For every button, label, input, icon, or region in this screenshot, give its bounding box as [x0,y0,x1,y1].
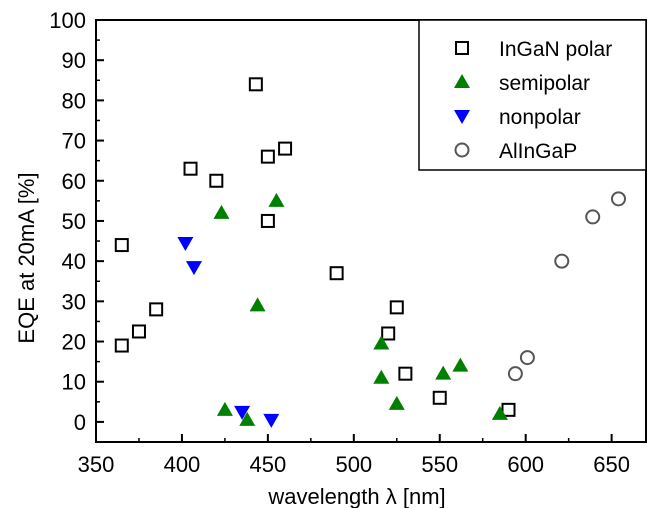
series-semipolar [213,192,508,426]
y-tick-label: 10 [62,370,86,395]
plot-border [95,19,647,443]
x-axis-title: wavelength λ [nm] [267,484,445,508]
data-point-semipolar [388,395,405,410]
data-point-alingap [585,209,601,225]
data-point-nonpolar [185,261,202,276]
y-tick-label: 60 [62,169,86,194]
data-point-alingap [519,350,535,366]
data-point-semipolar [373,335,390,350]
legend-marker-alingap [454,142,470,158]
data-point-ingan-polar [114,238,129,253]
legend-label-ingan-polar: InGaN polar [499,38,612,61]
data-markers [114,77,626,428]
data-point-semipolar [239,411,256,426]
x-tick-label: 450 [250,452,287,477]
y-tick-label: 40 [62,249,86,274]
data-point-ingan-polar [381,326,396,341]
legend-marker-semipolar [454,74,470,88]
data-point-alingap [611,191,626,207]
y-axis-title: EQE at 20mA [%] [14,172,39,343]
y-tick-label: 100 [49,8,86,33]
plot-area-frame [95,19,647,443]
data-point-ingan-polar [278,141,293,156]
x-tick-label: 600 [507,452,544,477]
data-point-ingan-polar [131,324,146,339]
data-point-ingan-polar [501,402,516,417]
y-tick-label: 20 [62,330,86,355]
data-point-semipolar [435,365,452,380]
data-point-semipolar [491,405,508,420]
data-point-alingap [554,253,570,269]
y-tick-label: 90 [62,48,86,73]
legend-label-semipolar: semipolar [499,72,590,95]
data-point-ingan-polar [389,300,404,315]
x-tick-label: 400 [164,452,201,477]
y-tick-label: 80 [62,88,86,113]
y-axis: 0 10 20 30 40 50 60 70 80 90 100 [49,8,104,435]
data-point-semipolar [213,204,230,219]
data-point-nonpolar [177,237,194,252]
data-point-semipolar [249,297,266,312]
legend-label-nonpolar: nonpolar [499,106,581,129]
data-point-ingan-polar [183,161,198,176]
data-point-ingan-polar [209,173,224,188]
data-point-ingan-polar [114,338,129,353]
data-point-semipolar [268,192,285,207]
data-point-semipolar [373,369,390,384]
series-alingap [507,191,626,382]
y-tick-label: 70 [62,129,86,154]
legend: InGaN polar semipolar nonpolar AlInGaP [418,19,647,171]
data-point-semipolar [216,401,233,416]
x-tick-label: 350 [78,452,115,477]
data-point-ingan-polar [260,149,275,164]
y-tick-label: 50 [62,209,86,234]
legend-marker-nonpolar [454,110,470,124]
data-point-ingan-polar [398,366,413,381]
legend-marker-ingan-polar [455,41,469,55]
data-point-ingan-polar [248,77,263,92]
x-tick-label: 500 [335,452,372,477]
x-tick-label: 550 [421,452,458,477]
x-tick-label: 650 [593,452,630,477]
series-ingan-polar [114,77,516,417]
x-axis: 350 400 450 500 550 600 650 [78,434,630,477]
y-tick-label: 30 [62,289,86,314]
series-nonpolar [177,237,280,428]
data-point-nonpolar [234,405,251,420]
data-point-alingap [507,366,523,382]
data-point-semipolar [452,357,469,372]
data-point-ingan-polar [149,302,164,317]
data-point-ingan-polar [260,213,275,228]
data-point-ingan-polar [329,266,344,281]
y-tick-label: 0 [74,410,86,435]
data-point-nonpolar [263,413,280,428]
legend-label-alingap: AlInGaP [499,140,577,163]
data-point-ingan-polar [432,390,447,405]
